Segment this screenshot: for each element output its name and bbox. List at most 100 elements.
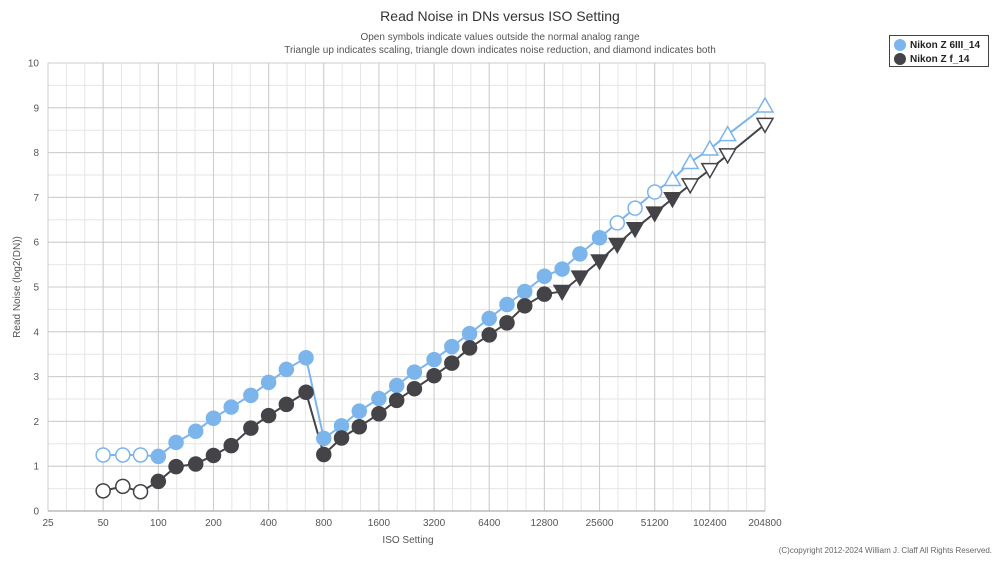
data-point-circle [461, 325, 478, 342]
data-point-triangle-down [590, 254, 609, 271]
x-tick-label: 1600 [368, 518, 391, 529]
data-point-circle [388, 392, 405, 409]
x-tick-label: 25600 [586, 518, 614, 529]
x-tick-label: 204800 [748, 518, 782, 529]
y-tick-label: 4 [33, 327, 39, 338]
data-point-triangle-down [663, 191, 682, 209]
data-point-circle [536, 286, 553, 302]
data-point-triangle-down [552, 284, 572, 301]
data-point-circle [132, 483, 149, 500]
chart-title: Read Noise in DNs versus ISO Setting [380, 8, 620, 24]
data-point-circle [95, 483, 111, 499]
data-point-circle [609, 215, 626, 231]
x-tick-label: 200 [205, 518, 222, 529]
legend-marker-icon [894, 53, 906, 65]
data-point-circle [646, 184, 663, 200]
chart-subtitle-line-2: Triangle up indicates scaling, triangle … [284, 45, 716, 56]
data-point-circle [278, 396, 295, 413]
data-point-circle [516, 298, 533, 314]
data-point-circle [115, 447, 131, 463]
copyright-notice: (C)copyright 2012-2024 William J. Claff … [778, 546, 992, 555]
data-point-triangle-down [755, 117, 775, 134]
data-point-circle [406, 364, 423, 380]
legend-label: Nikon Z f_14 [910, 53, 970, 65]
data-point-circle [205, 447, 222, 464]
data-point-triangle-down [700, 162, 720, 180]
data-point-circle [187, 456, 204, 472]
data-point-circle [95, 447, 111, 463]
data-point-circle [444, 355, 460, 371]
data-point-triangle-up [718, 125, 737, 142]
x-tick-label: 800 [315, 518, 332, 529]
y-tick-label: 6 [33, 238, 39, 249]
data-point-circle [591, 229, 608, 246]
data-point-circle [426, 367, 442, 384]
data-point-triangle-up [663, 169, 682, 187]
data-point-circle [444, 338, 460, 355]
data-point-circle [260, 407, 277, 424]
data-point-circle [316, 446, 332, 463]
data-point-circle [499, 315, 515, 331]
y-tick-label: 1 [33, 462, 39, 473]
x-tick-label: 400 [260, 518, 277, 529]
data-point-circle [316, 430, 332, 447]
y-tick-label: 8 [33, 148, 39, 159]
data-point-circle [371, 406, 387, 422]
legend-item-nikon-zf[interactable]: Nikon Z f_14 [894, 52, 969, 66]
legend-item-nikon-z6iii[interactable]: Nikon Z 6III_14 [894, 38, 980, 52]
data-point-circle [426, 351, 442, 368]
data-point-circle [627, 200, 643, 216]
legend: Nikon Z 6III_14 Nikon Z f_14 [889, 35, 989, 67]
series-layer [95, 96, 775, 500]
data-point-circle [260, 374, 277, 391]
data-point-circle [150, 473, 167, 490]
data-point-triangle-up [755, 96, 775, 113]
data-point-circle [278, 361, 295, 378]
data-point-circle [516, 283, 533, 300]
data-point-circle [243, 387, 259, 404]
y-tick-label: 0 [33, 507, 39, 518]
x-tick-label: 3200 [423, 518, 446, 529]
data-point-circle [187, 423, 204, 440]
y-tick-label: 3 [33, 372, 39, 383]
data-point-triangle-down [625, 222, 645, 239]
data-point-circle [150, 448, 167, 465]
data-point-triangle-down [718, 148, 737, 165]
x-axis-label: ISO Setting [382, 535, 433, 546]
y-tick-label: 7 [33, 193, 39, 204]
grid-layer: 0 1 2 3 4 5 6 7 8 9 10 25 50 100 200 400 800 1600 3200 6400… [28, 59, 782, 530]
y-axis-label: Read Noise (log2(DN)) [12, 236, 23, 338]
x-tick-label: 25 [42, 518, 54, 529]
data-point-circle [406, 380, 423, 397]
data-point-circle [298, 384, 314, 401]
data-point-circle [371, 390, 387, 407]
data-point-circle [351, 419, 368, 435]
chart-subtitle-line-1: Open symbols indicate values outside the… [360, 32, 639, 43]
x-tick-label: 102400 [693, 518, 727, 529]
data-point-circle [536, 268, 553, 284]
data-point-circle [132, 447, 149, 463]
data-point-circle [481, 310, 497, 327]
data-point-triangle-up [680, 152, 700, 170]
x-tick-label: 100 [150, 518, 167, 529]
x-tick-label: 50 [98, 518, 110, 529]
data-point-circle [351, 403, 368, 419]
data-point-circle [333, 430, 350, 446]
legend-marker-icon [894, 39, 906, 51]
data-point-circle [243, 420, 259, 436]
data-point-circle [461, 340, 478, 356]
y-tick-label: 10 [28, 59, 40, 70]
data-point-circle [205, 410, 222, 427]
legend-label: Nikon Z 6III_14 [910, 39, 981, 51]
y-tick-label: 5 [33, 283, 39, 294]
data-point-circle [298, 350, 314, 366]
y-tick-label: 2 [33, 417, 39, 428]
data-point-triangle-up [700, 139, 720, 156]
data-point-circle [115, 478, 131, 495]
data-point-circle [168, 434, 184, 451]
data-point-circle [499, 296, 515, 313]
data-point-circle [388, 377, 405, 394]
data-point-triangle-down [570, 270, 590, 287]
